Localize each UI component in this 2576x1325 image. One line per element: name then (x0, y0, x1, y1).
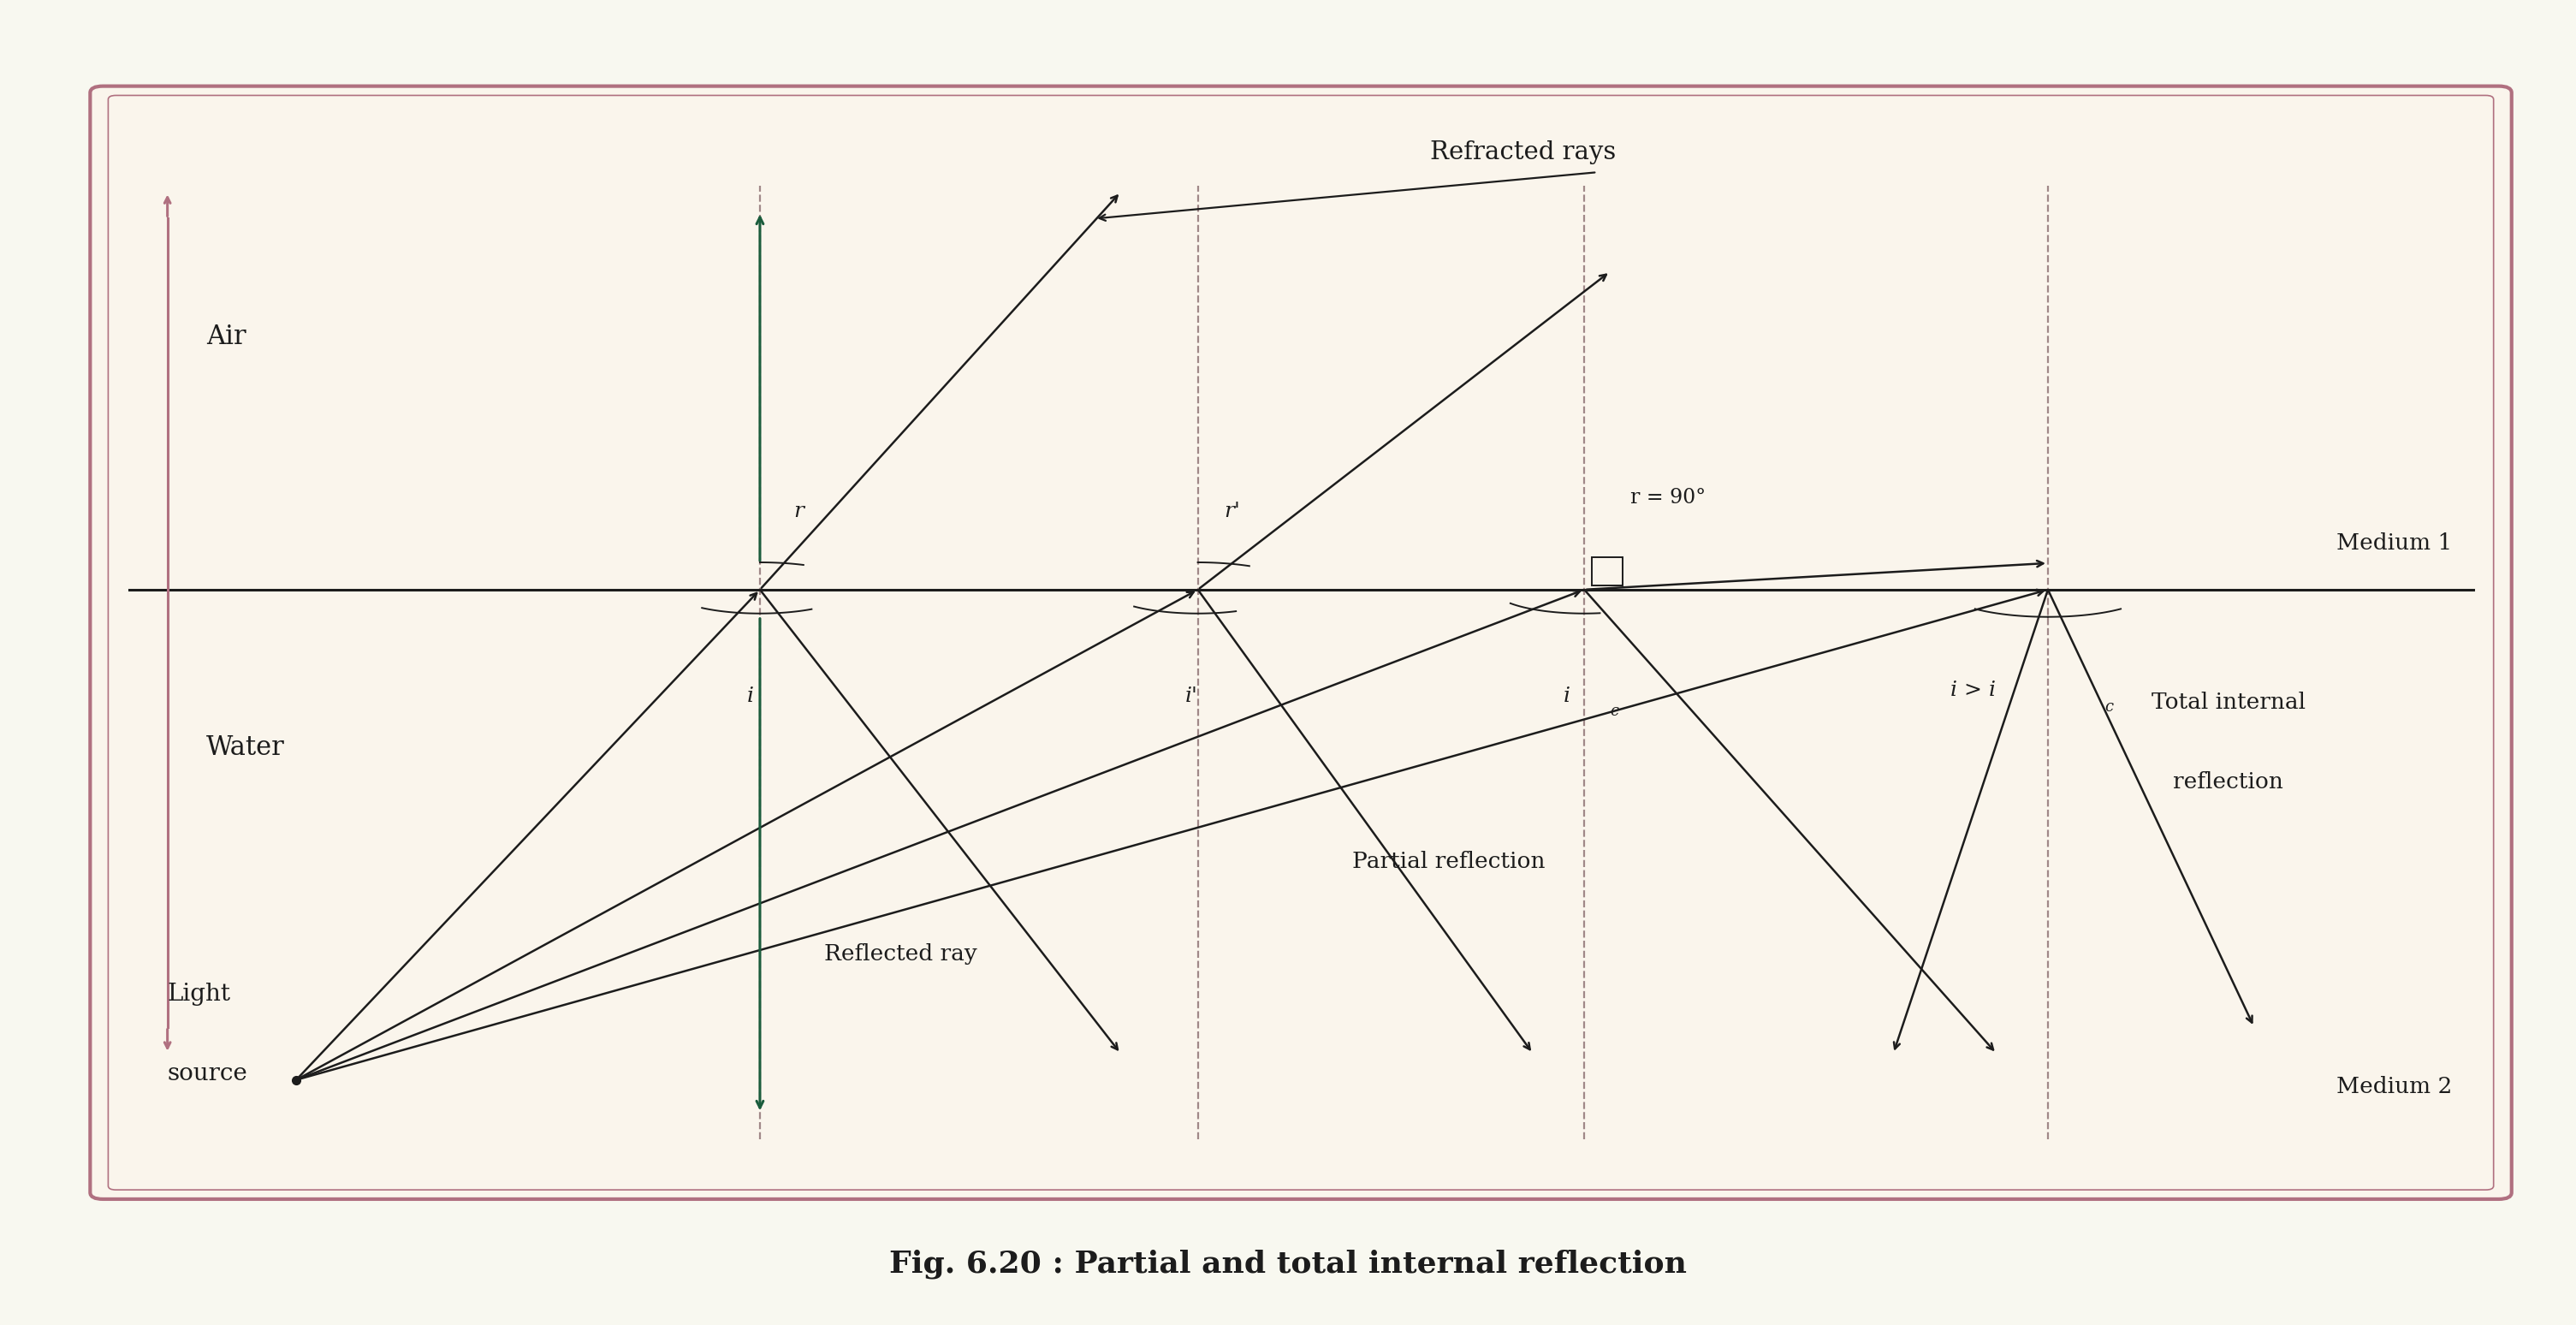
Text: Light: Light (167, 982, 232, 1006)
Text: i: i (1564, 686, 1571, 706)
Text: Water: Water (206, 734, 283, 762)
Text: Reflected ray: Reflected ray (824, 943, 976, 965)
Text: source: source (167, 1061, 247, 1085)
Text: r = 90°: r = 90° (1631, 488, 1705, 507)
Text: r': r' (1224, 501, 1239, 521)
Text: i': i' (1185, 686, 1198, 706)
Text: Refracted rays: Refracted rays (1430, 140, 1615, 164)
Text: Fig. 6.20 : Partial and total internal reflection: Fig. 6.20 : Partial and total internal r… (889, 1249, 1687, 1279)
FancyBboxPatch shape (90, 86, 2512, 1199)
Text: c: c (1610, 704, 1618, 719)
Text: Air: Air (206, 323, 245, 351)
Text: Medium 2: Medium 2 (2336, 1076, 2452, 1097)
Text: i > i: i > i (1950, 680, 1996, 700)
Text: c: c (2105, 700, 2112, 716)
Text: Total internal: Total internal (2151, 692, 2306, 713)
Text: Medium 1: Medium 1 (2336, 533, 2452, 554)
Text: i: i (747, 686, 755, 706)
Text: reflection: reflection (2174, 771, 2282, 792)
Text: r: r (793, 501, 804, 521)
Bar (1592, 556, 1623, 586)
Text: Partial reflection: Partial reflection (1352, 851, 1546, 872)
